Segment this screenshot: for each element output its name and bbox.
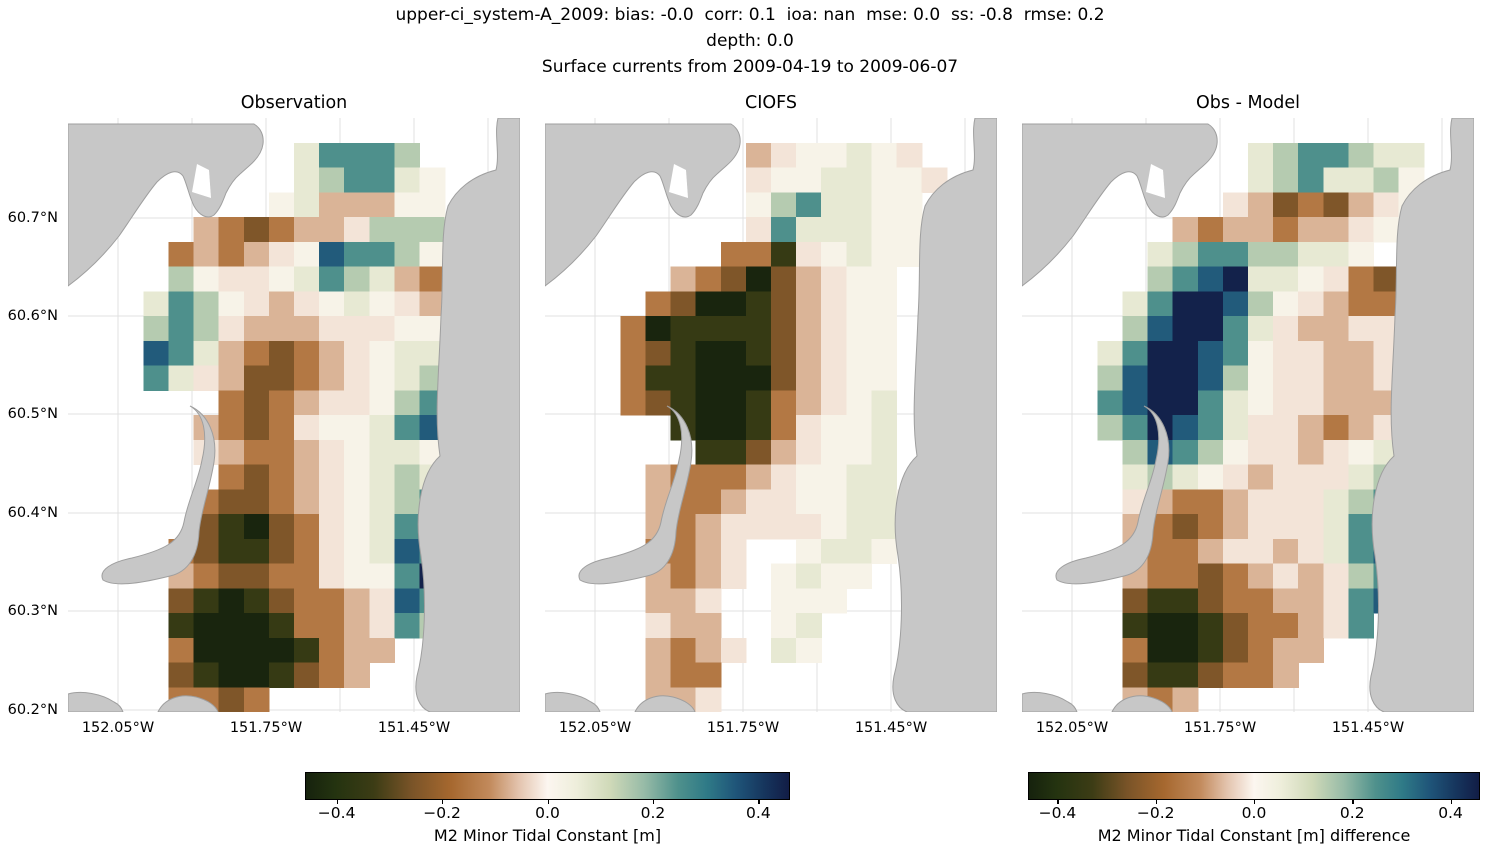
colorbar-tick-label: −0.4 (317, 804, 356, 822)
colorbar-tick-label: −0.2 (423, 804, 461, 822)
difference-map (1022, 118, 1474, 712)
colorbar-tick-label: 0.2 (1339, 804, 1365, 822)
land-masses (1022, 118, 1474, 712)
longitude-tick-label: 152.05°W (81, 720, 155, 736)
latitude-tick-label: 60.6°N (7, 308, 58, 324)
panel-observation: Observation (68, 93, 520, 712)
longitude-tick-label: 151.75°W (229, 720, 303, 736)
colorbar-tick-label: 0.4 (746, 804, 771, 822)
longitude-tick-label: 151.75°W (1183, 720, 1257, 736)
colorbar-tick (1450, 800, 1452, 804)
colorbar-tick (1155, 800, 1158, 804)
latitude-tick-label: 60.4°N (7, 505, 58, 521)
latitude-tick-label: 60.2°N (7, 702, 58, 718)
colorbar-tick-label: 0.4 (1438, 804, 1463, 822)
longitude-tick-label: 151.45°W (377, 720, 451, 736)
colorbar-main-label: M2 Minor Tidal Constant [m] (433, 826, 662, 845)
colorbar-main-gradient (305, 772, 790, 800)
colorbar-tick (758, 800, 760, 804)
colorbar-tick-label: 0.0 (535, 804, 560, 822)
colorbar-tick (336, 800, 338, 804)
latitude-tick-label: 60.3°N (7, 603, 58, 619)
colorbar-tick-label: 0.0 (1241, 804, 1267, 822)
colorbar-difference-gradient (1028, 772, 1480, 800)
longitude-tick-label: 151.75°W (706, 720, 780, 736)
colorbar-difference-label: M2 Minor Tidal Constant [m] difference (1097, 826, 1411, 845)
figure-title-period: Surface currents from 2009-04-19 to 2009… (541, 57, 959, 77)
colorbar-tick (1352, 800, 1354, 804)
longitude-tick-label: 151.45°W (1331, 720, 1405, 736)
ciofs-map (545, 118, 997, 712)
latitude-tick-label: 60.5°N (7, 406, 58, 422)
colorbar-tick-label: 0.2 (640, 804, 666, 822)
colorbar-main: M2 Minor Tidal Constant [m] −0.4 −0.2 0.0 0… (305, 772, 790, 845)
colorbar-difference: M2 Minor Tidal Constant [m] difference −… (1028, 772, 1480, 845)
panel-title-observation: Observation (240, 93, 348, 113)
panel-title-obs-minus-model: Obs - Model (1196, 93, 1300, 113)
colorbar-tick (652, 800, 655, 804)
figure-title-metrics: upper-ci_system-A_2009: bias: -0.0 corr:… (395, 5, 1105, 25)
latitude-tick-label: 60.7°N (7, 210, 58, 226)
colorbar-tick-label: −0.4 (1038, 804, 1077, 822)
colorbar-tick-label: −0.2 (1136, 804, 1175, 822)
figure-title-depth: depth: 0.0 (706, 31, 794, 51)
colorbar-tick (1254, 800, 1256, 804)
longitude-tick-label: 152.05°W (1035, 720, 1109, 736)
panel-obs-minus-model: Obs - Model (1022, 93, 1474, 712)
colorbar-tick (547, 800, 549, 804)
observation-map (68, 118, 520, 712)
longitude-tick-label: 151.45°W (854, 720, 928, 736)
colorbar-tick (442, 800, 444, 804)
land-masses (545, 118, 997, 712)
panel-title-ciofs: CIOFS (744, 93, 798, 113)
land-masses (68, 118, 520, 712)
longitude-tick-label: 152.05°W (558, 720, 632, 736)
colorbar-tick (1057, 800, 1059, 804)
panel-ciofs: CIOFS (545, 93, 997, 712)
